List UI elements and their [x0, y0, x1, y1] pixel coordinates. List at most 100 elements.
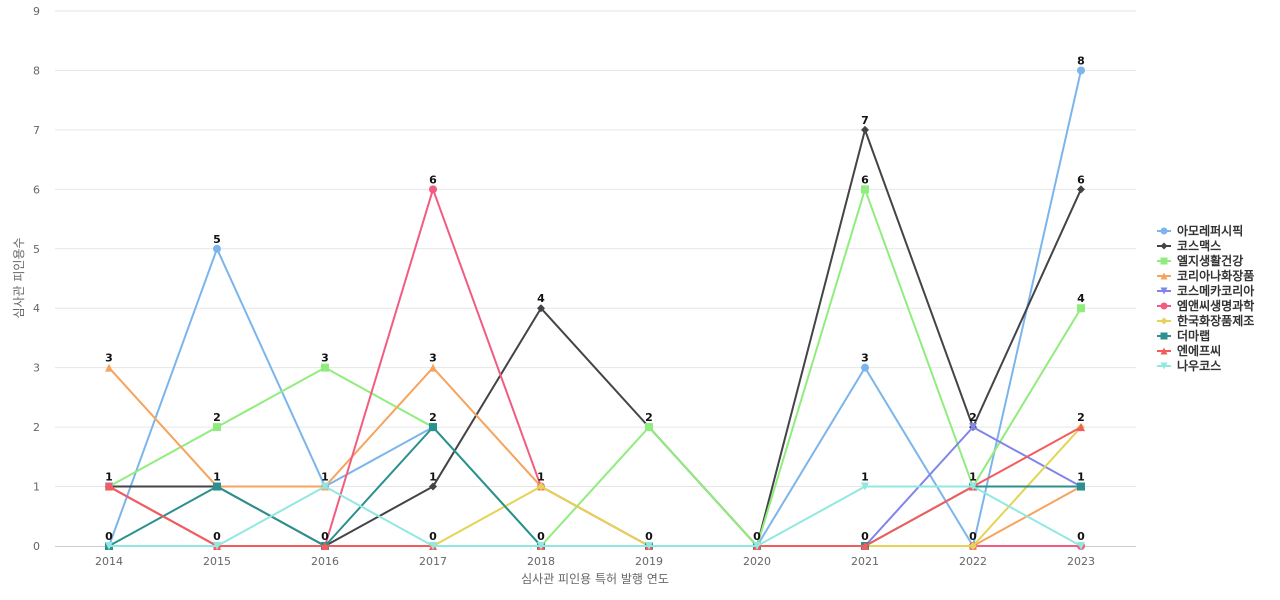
data-label: 5 [213, 233, 221, 246]
data-label: 1 [1077, 471, 1085, 484]
data-point [429, 482, 437, 491]
legend-marker [1160, 347, 1168, 355]
data-label: 8 [1077, 54, 1085, 67]
data-point [213, 244, 221, 253]
legend-label: 나우코스 [1177, 358, 1221, 373]
data-point [537, 482, 545, 491]
data-point [429, 542, 437, 550]
legend-label: 코스메카코리아 [1177, 283, 1254, 298]
x-tick-label: 2020 [743, 555, 771, 568]
legend-item[interactable]: 엔에프씨 [1157, 343, 1221, 358]
data-point [105, 363, 113, 372]
legend-item[interactable]: 코리아나화장품 [1157, 268, 1254, 283]
legend-label: 엔에프씨 [1177, 343, 1221, 358]
y-tick-label: 5 [33, 243, 40, 256]
legend-item[interactable]: 엘지생활건강 [1157, 253, 1243, 268]
data-label: 3 [321, 352, 329, 365]
y-tick-label: 8 [33, 64, 40, 77]
legend-marker [1160, 362, 1168, 370]
data-label: 0 [537, 530, 545, 543]
legend-item[interactable]: 나우코스 [1157, 358, 1221, 373]
data-point [969, 542, 977, 550]
data-point [1077, 423, 1085, 432]
data-point [537, 304, 545, 313]
legend-label: 코리아나화장품 [1177, 268, 1254, 283]
data-point [861, 482, 869, 491]
legend-marker [1160, 242, 1168, 250]
data-label: 2 [1077, 411, 1085, 424]
legend-label: 코스맥스 [1177, 238, 1221, 253]
y-tick-label: 7 [33, 124, 40, 137]
data-point [861, 363, 869, 372]
y-tick-label: 6 [33, 183, 40, 196]
y-tick-label: 4 [33, 302, 40, 315]
data-point [1077, 304, 1085, 313]
data-label: 2 [645, 411, 653, 424]
legend-marker [1160, 332, 1168, 340]
y-tick-label: 2 [33, 421, 40, 434]
data-label: 1 [969, 471, 977, 484]
data-label: 3 [429, 352, 437, 365]
data-label: 6 [861, 173, 869, 186]
data-point [645, 423, 653, 432]
data-label: 2 [213, 411, 221, 424]
series-line [109, 485, 1082, 547]
data-label: 1 [861, 471, 869, 484]
legend-item[interactable]: 코스맥스 [1157, 238, 1221, 253]
data-point [429, 185, 437, 194]
data-label: 0 [861, 530, 869, 543]
legend-label: 엘지생활건강 [1177, 253, 1243, 268]
data-label: 7 [861, 114, 869, 127]
x-tick-label: 2017 [419, 555, 447, 568]
data-label: 2 [969, 411, 977, 424]
x-tick-label: 2023 [1067, 555, 1095, 568]
data-label: 1 [537, 471, 545, 484]
legend-item[interactable]: 아모레퍼시픽 [1157, 223, 1243, 238]
data-point [213, 542, 221, 550]
data-point [1077, 482, 1085, 491]
data-label: 3 [861, 352, 869, 365]
legend-marker [1160, 272, 1168, 280]
y-tick-label: 1 [33, 481, 40, 494]
data-point [213, 482, 221, 491]
x-axis-title: 심사관 피인용 특허 발행 연도 [521, 571, 669, 586]
legend-label: 엠앤씨생명과학 [1177, 298, 1254, 313]
legend-marker [1160, 257, 1168, 265]
data-label: 4 [537, 292, 545, 305]
legend-item[interactable]: 더마랩 [1157, 328, 1210, 343]
data-point [213, 423, 221, 432]
legend: 아모레퍼시픽코스맥스엘지생활건강코리아나화장품코스메카코리아엠앤씨생명과학한국화… [1157, 223, 1254, 373]
x-tick-label: 2014 [95, 555, 123, 568]
data-label: 1 [105, 471, 113, 484]
x-tick-label: 2021 [851, 555, 879, 568]
data-point [105, 542, 113, 550]
data-point [861, 185, 869, 194]
x-tick-label: 2019 [635, 555, 663, 568]
data-point [321, 363, 329, 372]
series-line [108, 366, 1082, 547]
legend-item[interactable]: 코스메카코리아 [1157, 283, 1254, 298]
series-나우코스 [105, 482, 1085, 550]
data-label: 0 [969, 530, 977, 543]
x-tick-label: 2022 [959, 555, 987, 568]
data-label: 1 [321, 471, 329, 484]
data-point [861, 125, 869, 134]
legend-marker [1160, 302, 1168, 310]
data-point [969, 482, 977, 491]
data-label: 0 [753, 530, 761, 543]
data-label: 4 [1077, 292, 1085, 305]
data-point [753, 542, 761, 550]
legend-item[interactable]: 엠앤씨생명과학 [1157, 298, 1254, 313]
y-tick-label: 0 [33, 540, 40, 553]
series-line [108, 188, 1082, 547]
data-label: 6 [1077, 173, 1085, 186]
data-label: 1 [429, 471, 437, 484]
data-point [429, 363, 437, 372]
legend-label: 더마랩 [1177, 328, 1210, 343]
legend-item[interactable]: 한국화장품제조 [1157, 313, 1254, 328]
data-label: 0 [645, 530, 653, 543]
data-label: 2 [429, 411, 437, 424]
